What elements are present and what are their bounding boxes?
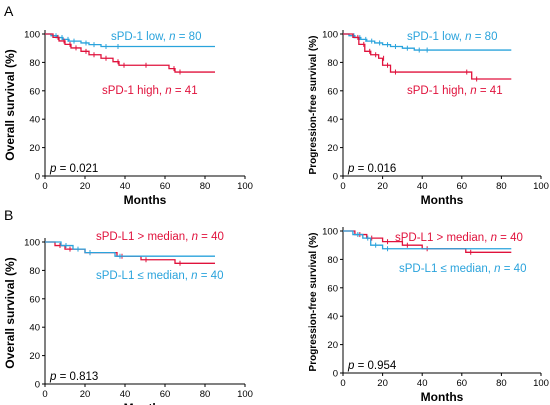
x-tick-label: 20 bbox=[80, 181, 91, 192]
x-tick-label: 20 bbox=[377, 378, 388, 389]
chart-3: 0 20 40 60 80 100 0 20 40 60 80 100 Months Overall su… bbox=[3, 231, 253, 405]
y-tick-label: 20 bbox=[327, 143, 338, 154]
x-tick-label: 100 bbox=[237, 181, 253, 192]
y-tick-label: 40 bbox=[327, 115, 338, 126]
y-tick-label: 40 bbox=[327, 312, 338, 323]
y-tick-label: 60 bbox=[29, 294, 40, 305]
x-tick-label: 100 bbox=[237, 389, 253, 400]
chart-4: 0 20 40 60 80 100 0 20 40 60 80 100 Months Progressio… bbox=[308, 227, 549, 405]
km-curve-1 bbox=[45, 33, 215, 48]
y-tick-label: 20 bbox=[327, 340, 338, 351]
x-tick-label: 20 bbox=[377, 181, 388, 192]
x-tick-label: 100 bbox=[533, 378, 549, 389]
x-tick-label: 80 bbox=[200, 389, 211, 400]
x-axis-title: Months bbox=[124, 193, 167, 207]
km-curve-1 bbox=[343, 33, 512, 51]
chart-2: 0 20 40 60 80 100 0 20 40 60 80 100 Months Progressio… bbox=[308, 30, 549, 208]
series-label-1: sPD-L1 > median, n = 40 bbox=[96, 231, 224, 243]
x-axis-title: Months bbox=[421, 193, 464, 207]
x-tick-label: 40 bbox=[417, 378, 428, 389]
chart-grid: 0 20 40 60 80 100 0 20 40 60 80 100 Months Overall su… bbox=[3, 30, 549, 405]
x-tick-label: 60 bbox=[160, 181, 171, 192]
y-tick-label: 20 bbox=[29, 351, 40, 362]
x-tick-label: 0 bbox=[340, 378, 345, 389]
km-curve-2 bbox=[343, 230, 512, 250]
x-tick-label: 80 bbox=[496, 378, 507, 389]
p-value: p = 0.813 bbox=[49, 371, 98, 383]
p-value: p = 0.954 bbox=[347, 360, 397, 372]
x-tick-label: 40 bbox=[120, 389, 131, 400]
series-label-2: sPD-L1 ≤ median, n = 40 bbox=[399, 263, 526, 275]
x-axis-title: Months bbox=[421, 390, 464, 404]
p-value: p = 0.021 bbox=[49, 163, 98, 175]
y-tick-label: 60 bbox=[29, 86, 40, 97]
x-tick-label: 80 bbox=[496, 181, 507, 192]
series-label-2: sPD-1 high, n = 41 bbox=[407, 85, 503, 97]
chart-1: 0 20 40 60 80 100 0 20 40 60 80 100 Months Overall su… bbox=[3, 30, 253, 208]
x-tick-label: 60 bbox=[457, 378, 468, 389]
y-tick-label: 60 bbox=[327, 283, 338, 294]
p-value: p = 0.016 bbox=[347, 163, 396, 175]
y-tick-label: 0 bbox=[35, 380, 40, 391]
x-tick-label: 40 bbox=[417, 181, 428, 192]
y-tick-label: 80 bbox=[29, 58, 40, 69]
y-tick-label: 80 bbox=[327, 58, 338, 69]
y-tick-label: 0 bbox=[333, 369, 338, 380]
y-tick-label: 100 bbox=[322, 227, 338, 238]
series-label-1: sPD-L1 > median, n = 40 bbox=[395, 232, 523, 244]
series-label-2: sPD-L1 ≤ median, n = 40 bbox=[96, 270, 223, 282]
series-label-2: sPD-1 high, n = 41 bbox=[102, 85, 198, 97]
x-tick-label: 60 bbox=[457, 181, 468, 192]
y-axis-title: Progression-free survival (%) bbox=[308, 233, 319, 372]
km-curve-2 bbox=[45, 33, 215, 73]
panel-letter-a: A bbox=[4, 3, 14, 19]
y-tick-label: 100 bbox=[322, 30, 338, 41]
x-tick-label: 0 bbox=[42, 181, 47, 192]
y-tick-label: 100 bbox=[24, 238, 40, 249]
x-tick-label: 20 bbox=[80, 389, 91, 400]
y-tick-label: 40 bbox=[29, 115, 40, 126]
km-curve-2 bbox=[45, 241, 215, 257]
x-tick-label: 0 bbox=[340, 181, 345, 192]
y-axis-title: Overall survival (%) bbox=[3, 257, 17, 368]
km-curve-2 bbox=[343, 33, 512, 80]
y-tick-label: 0 bbox=[333, 172, 338, 183]
y-tick-label: 100 bbox=[24, 30, 40, 41]
x-tick-label: 40 bbox=[120, 181, 131, 192]
y-tick-label: 80 bbox=[327, 255, 338, 266]
series-label-1: sPD-1 low, n = 80 bbox=[407, 31, 497, 43]
y-tick-label: 40 bbox=[29, 323, 40, 334]
series-label-1: sPD-1 low, n = 80 bbox=[111, 31, 201, 43]
y-tick-label: 20 bbox=[29, 143, 40, 154]
x-tick-label: 0 bbox=[42, 389, 47, 400]
x-tick-label: 100 bbox=[533, 181, 549, 192]
panel-letter-b: B bbox=[4, 207, 13, 223]
y-axis-title: Overall survival (%) bbox=[3, 49, 17, 160]
y-tick-label: 60 bbox=[327, 86, 338, 97]
y-tick-label: 0 bbox=[35, 172, 40, 183]
y-axis-title: Progression-free survival (%) bbox=[308, 36, 319, 175]
x-tick-label: 60 bbox=[160, 389, 171, 400]
x-axis-title: Months bbox=[124, 401, 167, 405]
x-tick-label: 80 bbox=[200, 181, 211, 192]
y-tick-label: 80 bbox=[29, 266, 40, 277]
